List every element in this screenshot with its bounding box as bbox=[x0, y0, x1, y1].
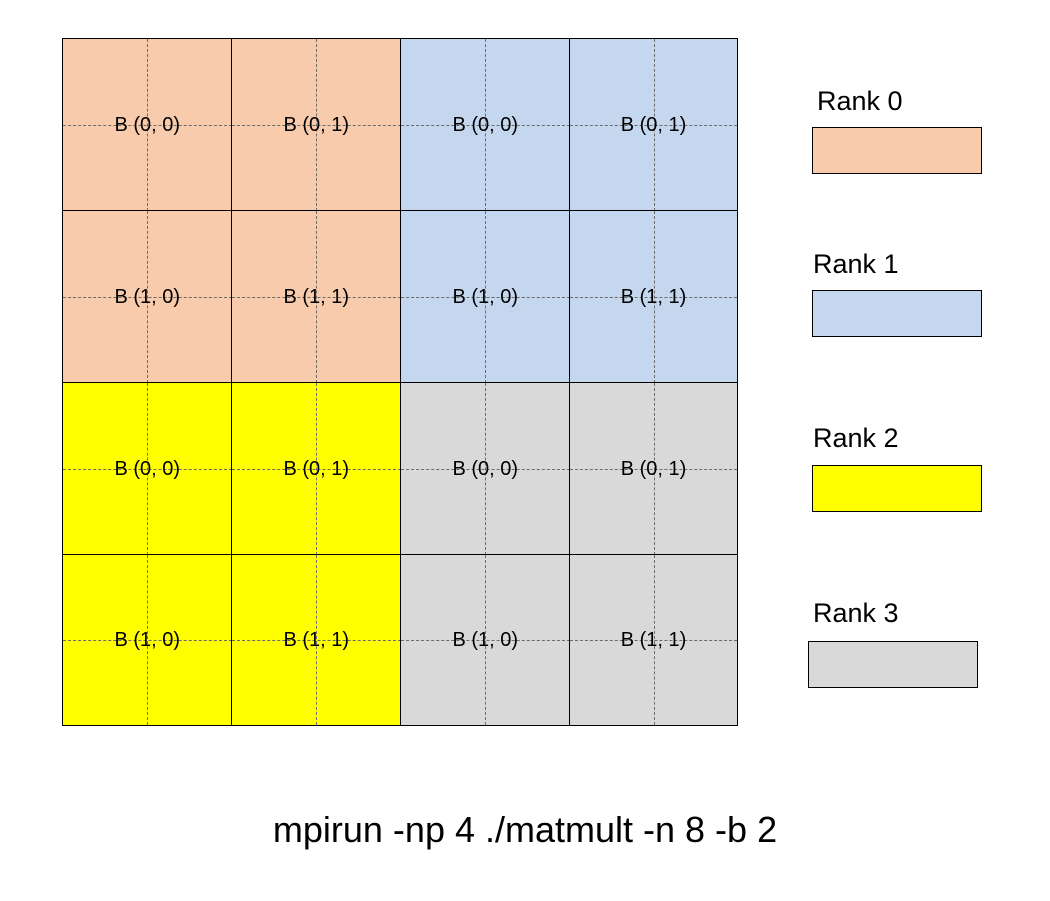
block-subdivision-line bbox=[570, 468, 737, 470]
block-subdivision-line bbox=[401, 640, 570, 641]
block-label: B (0, 0) bbox=[452, 457, 519, 480]
block-subdivision-line bbox=[570, 640, 737, 641]
legend-swatch bbox=[808, 641, 978, 688]
block-subdivision-line bbox=[570, 296, 737, 298]
block-label: B (1, 1) bbox=[620, 629, 687, 651]
block-label: B (0, 0) bbox=[114, 457, 181, 480]
block-subdivision-line bbox=[401, 124, 570, 126]
block-label: B (0, 1) bbox=[620, 457, 687, 480]
block-cell: B (1, 1) bbox=[231, 554, 402, 726]
block-subdivision-line bbox=[63, 296, 232, 298]
block-subdivision-line bbox=[401, 296, 570, 298]
block-subdivision-line bbox=[232, 124, 401, 126]
legend-label: Rank 3 bbox=[813, 598, 899, 628]
block-cell: B (1, 1) bbox=[231, 210, 402, 384]
block-subdivision-line bbox=[232, 296, 401, 298]
block-cell: B (1, 0) bbox=[400, 210, 571, 384]
block-cell: B (0, 1) bbox=[231, 38, 402, 212]
block-cell: B (1, 1) bbox=[569, 554, 738, 726]
block-label: B (0, 0) bbox=[452, 113, 519, 136]
block-subdivision-line bbox=[63, 124, 232, 126]
block-label: B (1, 0) bbox=[114, 285, 181, 308]
block-cell: B (1, 1) bbox=[569, 210, 738, 384]
block-label: B (1, 1) bbox=[283, 285, 350, 308]
block-label: B (1, 1) bbox=[620, 285, 687, 308]
block-cell: B (0, 1) bbox=[569, 38, 738, 212]
block-subdivision-line bbox=[232, 640, 401, 641]
block-label: B (0, 1) bbox=[283, 113, 350, 136]
block-subdivision-line bbox=[401, 468, 570, 470]
block-subdivision-line bbox=[232, 468, 401, 470]
block-cell: B (0, 1) bbox=[569, 382, 738, 556]
block-grid: B (0, 0) B (0, 1) B (0, 0) B (0, 1) B (1, 0)… bbox=[62, 38, 738, 726]
block-subdivision-line bbox=[570, 124, 737, 126]
legend-label: Rank 1 bbox=[813, 249, 899, 279]
legend-swatch bbox=[812, 465, 982, 512]
block-cell: B (0, 1) bbox=[231, 382, 402, 556]
block-label: B (1, 0) bbox=[452, 629, 519, 651]
block-label: B (1, 0) bbox=[452, 285, 519, 308]
block-label: B (0, 1) bbox=[283, 457, 350, 480]
legend-swatch bbox=[812, 290, 982, 337]
block-label: B (0, 0) bbox=[114, 113, 181, 136]
command-caption: mpirun -np 4 ./matmult -n 8 -b 2 bbox=[272, 809, 778, 850]
legend-label: Rank 2 bbox=[813, 423, 899, 453]
block-cell: B (0, 0) bbox=[400, 38, 571, 212]
block-cell: B (0, 0) bbox=[62, 38, 233, 212]
block-cell: B (0, 0) bbox=[62, 382, 233, 556]
block-cell: B (1, 0) bbox=[62, 554, 233, 726]
block-cell: B (0, 0) bbox=[400, 382, 571, 556]
block-cell: B (1, 0) bbox=[62, 210, 233, 384]
block-subdivision-line bbox=[63, 640, 232, 641]
block-label: B (0, 1) bbox=[620, 113, 687, 136]
block-subdivision-line bbox=[63, 468, 232, 470]
block-cell: B (1, 0) bbox=[400, 554, 571, 726]
block-label: B (1, 0) bbox=[114, 629, 181, 651]
block-label: B (1, 1) bbox=[283, 629, 350, 651]
legend-swatch bbox=[812, 127, 982, 174]
legend-label: Rank 0 bbox=[817, 86, 903, 116]
